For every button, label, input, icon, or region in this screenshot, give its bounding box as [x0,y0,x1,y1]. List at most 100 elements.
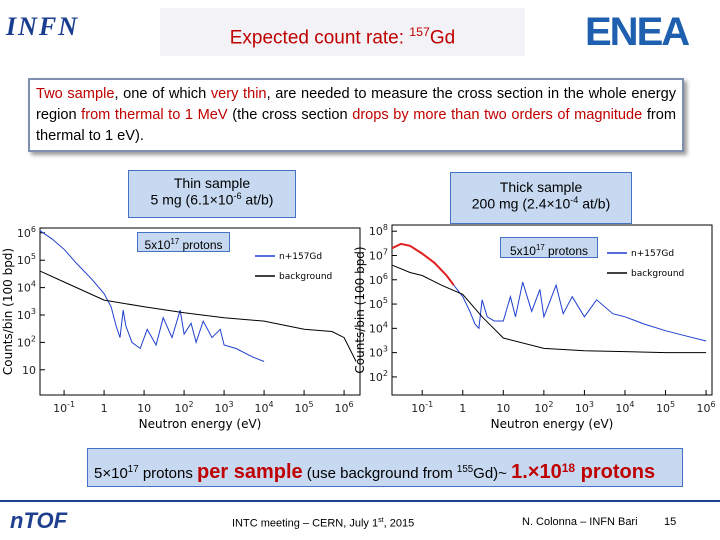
tick-exp: 4 [269,400,274,409]
summary: 5×1017 protons per sample (use backgroun… [87,448,683,487]
tick-label: 10 [137,402,151,415]
tick-base: 10 [53,402,67,415]
tick-label: 1 [459,402,466,415]
y-axis-label: Counts/bin (100 bpd) [1,248,15,375]
sample-detail: 200 mg (2.4×10-4 at/b) [451,195,631,212]
tick-label: 102 [369,369,388,384]
tick-label: 103 [215,400,234,415]
tick-label: 10 [496,402,510,415]
tick-base: 10 [17,227,31,240]
tick-base: 10 [575,402,589,415]
tick-base: 10 [369,274,383,287]
tick-base: 10 [615,402,629,415]
legend-label: background [631,269,684,279]
tick-base: 10 [369,298,383,311]
legend-label: background [279,272,332,282]
tick-label: 104 [255,400,274,415]
series-line [39,230,265,362]
tick-label: 106 [335,400,354,415]
tick-label: 105 [17,252,36,267]
footer-rule [0,500,720,502]
tick-exp: 3 [383,345,388,354]
text: INTC meeting – CERN, July 1 [232,517,379,530]
tick-label: 103 [575,400,594,415]
tick-label: 104 [615,400,634,415]
text: st [378,516,384,524]
tick-base: 10 [17,282,31,295]
text: protons [179,238,223,252]
text: at/b) [241,191,274,208]
tick-base: 10 [175,402,189,415]
text: from thermal to 1 eV). [36,107,677,144]
tick-base: 10 [369,249,383,262]
text: 5×10 [94,465,128,482]
text: -4 [570,195,579,205]
text: -6 [233,191,242,201]
series-line [453,281,707,342]
footer-page: 15 [664,516,677,528]
text: 17 [127,464,139,475]
tick-exp: 8 [383,223,388,232]
text: at/b) [578,195,611,212]
tick-label: 1 [101,402,108,415]
tick-base: 10 [17,254,31,267]
tick-base: 10 [215,402,229,415]
tick-base: 10 [369,371,383,384]
tick-label: 102 [17,334,36,349]
text: , are needed to measure the cross sectio… [36,86,676,123]
tick-exp: 6 [383,272,388,281]
tick-exp: 4 [31,280,36,289]
tick-base: 10 [411,402,425,415]
tick-exp: 5 [383,296,388,305]
tick-label: 103 [369,345,388,360]
tick-exp: 2 [31,334,36,343]
tick-exp: 5 [309,400,314,409]
tick-label: 10 [22,364,36,377]
tick-exp: 3 [229,400,234,409]
text: Thin sample [173,175,251,191]
text: Two sample [36,86,115,102]
tick-label: 106 [697,400,716,415]
legend-label: n+157Gd [631,249,674,259]
tick-exp: 4 [629,400,634,409]
text: Gd)~ [473,465,512,482]
plot-frame [391,224,713,396]
tick-exp: -1 [67,400,75,409]
tick-label: 105 [295,400,314,415]
tick-label: 10-1 [411,400,433,415]
sample-title: Thin sample [129,175,295,191]
tick-base: 10 [369,347,383,360]
tick-label: 102 [175,400,194,415]
tick-label: 104 [17,280,36,295]
tick-exp: 6 [711,400,716,409]
tick-label: 105 [656,400,675,415]
thick-box: Thick sample 200 mg (2.4×10-4 at/b) [450,172,632,224]
text: (the cross section [227,107,353,123]
tick-label: 10-1 [53,400,75,415]
protons-box: 5x1017 protons [137,232,230,252]
tick-base: 10 [369,322,383,335]
charts: 10-1 1 10 102 103 104 105 10610102103104105106N… [1,223,716,431]
tick-exp: 2 [383,369,388,378]
text: 1.×10 [511,461,562,483]
legend-label: n+157Gd [279,252,322,262]
text: , 2015 [383,517,415,530]
y-axis-label: Counts/bin (100 bpd) [353,246,367,373]
logo-ntof: nTOF [10,508,68,533]
tick-base: 10 [534,402,548,415]
sample-detail: 5 mg (6.1×10-6 at/b) [129,191,295,208]
thin-box: Thin sample 5 mg (6.1×10-6 at/b) [128,170,296,218]
text: 18 [561,461,576,475]
sample-title: Thick sample [451,179,631,195]
text: 17 [535,243,545,252]
tick-exp: 3 [589,400,594,409]
text: (use background from [302,465,457,482]
tick-exp: 7 [383,247,388,256]
text: 17 [170,237,180,246]
tick-base: 10 [255,402,269,415]
series-line [39,270,357,362]
logo-enea: ENEA [585,10,690,54]
tick-label: 104 [369,320,388,335]
tick-base: 10 [369,225,383,238]
